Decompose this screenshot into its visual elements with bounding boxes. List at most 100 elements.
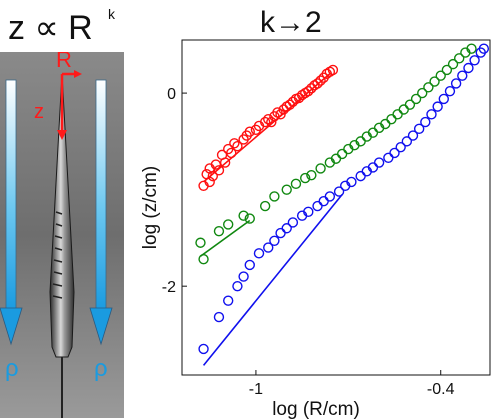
r-arrow [62,70,82,78]
chart-title: k→2 [260,6,322,39]
data-point-s1-15 [336,148,348,160]
fit-line-1 [200,219,251,257]
data-point-s2-0 [198,343,209,355]
data-point-s0-11 [229,138,240,149]
data-point-s0-12 [232,140,243,152]
data-point-s2-32 [432,101,443,112]
data-point-s1-26 [404,99,416,110]
data-point-s2-30 [420,116,431,128]
data-point-s0-20 [266,116,277,128]
data-point-s1-32 [441,64,453,76]
data-point-s1-3 [222,219,234,230]
data-point-s1-31 [435,70,446,81]
data-point-s2-8 [269,235,280,247]
data-point-s2-37 [463,62,474,74]
left-panel-title: z ∝ R k [6,2,126,52]
data-point-s0-2 [204,176,215,188]
data-point-s2-34 [444,85,456,97]
data-point-s1-5 [244,213,255,224]
data-point-s1-8 [281,184,292,195]
data-point-s2-29 [413,123,425,135]
cone-texture [52,211,63,299]
data-point-s0-36 [315,75,326,86]
data-points [195,43,490,355]
data-point-s2-20 [355,170,366,182]
data-point-s2-10 [281,223,292,234]
data-point-s1-2 [213,225,225,237]
data-point-s2-11 [287,217,299,228]
z-label: z [34,101,44,123]
data-point-s1-28 [417,87,428,99]
data-point-s2-38 [469,55,480,66]
cone-photo: R z ρ ρ [0,52,124,418]
r-label: R [56,52,72,72]
data-point-s1-34 [454,53,465,64]
data-point-s0-26 [284,99,295,110]
data-point-s2-4 [238,271,249,282]
data-point-s2-28 [407,130,419,141]
data-point-s2-31 [426,109,437,120]
data-point-s1-33 [447,58,459,70]
right-flow-arrow [89,79,113,346]
data-point-s0-8 [219,157,231,168]
data-point-s0-10 [226,147,237,159]
data-point-s1-24 [392,109,403,120]
data-point-s2-13 [303,206,314,218]
data-point-s1-10 [300,172,311,184]
y-tick-label-1: -2 [162,279,176,296]
data-point-s1-27 [410,93,422,105]
data-point-s1-4 [238,210,249,221]
data-point-s0-32 [303,85,314,97]
data-point-s2-19 [346,176,357,188]
x-axis-label: log (R/cm) [272,399,360,420]
data-point-s1-1 [198,253,209,265]
data-point-s1-11 [306,169,317,181]
data-point-s1-30 [429,76,440,87]
data-point-s1-25 [398,104,409,115]
data-point-s2-6 [253,248,265,259]
x-tick-label-0: -1 [249,381,263,398]
data-point-s2-7 [263,242,274,253]
data-point-s0-4 [207,170,219,182]
data-point-s1-0 [195,237,206,248]
data-point-s0-15 [244,126,255,137]
left-title-exponent: k [108,6,115,22]
data-point-s1-23 [386,113,397,125]
data-point-s0-22 [272,107,283,118]
data-point-s2-25 [389,147,400,159]
data-point-s1-12 [315,163,326,174]
data-point-s0-18 [259,116,271,128]
z-arrow [57,74,67,140]
data-point-s2-17 [333,186,345,197]
axis-ticks: -1 -0.4 0 -2 [162,86,455,398]
rho-label-left: ρ [5,355,19,382]
data-point-s0-40 [327,64,339,76]
data-point-s0-39 [324,66,336,78]
y-axis-label: log (z/cm) [140,166,161,249]
data-point-s2-14 [312,200,323,212]
left-title-main: z ∝ R [8,9,93,47]
x-tick-label-1: -0.4 [427,381,455,398]
data-point-s1-7 [269,191,280,202]
data-point-s2-2 [222,295,234,306]
y-tick-label-0: 0 [167,86,176,103]
data-point-s2-24 [383,152,394,163]
data-point-s2-15 [318,196,329,207]
plot-frame [181,39,491,376]
data-point-s2-5 [244,259,255,271]
data-point-s2-40 [478,43,490,54]
data-point-s2-16 [324,191,336,202]
data-point-s2-1 [213,311,225,323]
data-point-s2-27 [401,136,413,147]
data-point-s1-6 [259,200,271,212]
data-point-s1-9 [290,178,302,190]
data-point-s0-35 [312,78,323,89]
data-point-s2-3 [232,280,243,292]
data-point-s2-26 [395,141,406,153]
data-point-s2-9 [275,227,286,239]
data-point-s2-33 [438,93,449,105]
fit-line-2 [202,193,343,366]
data-point-s0-19 [263,113,274,125]
data-point-s1-29 [423,82,434,93]
